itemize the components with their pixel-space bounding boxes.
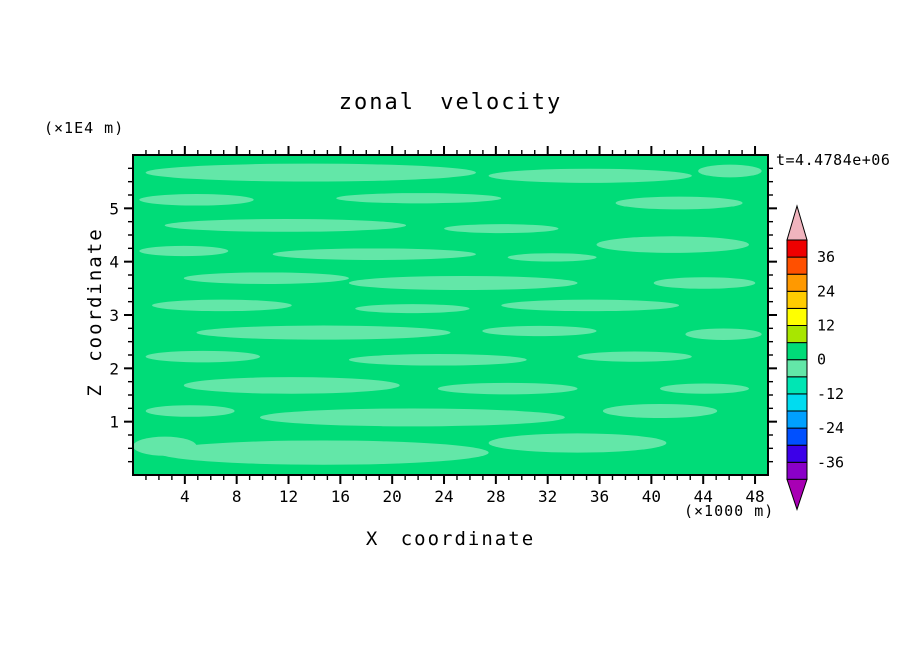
svg-text:36: 36 bbox=[590, 487, 609, 506]
svg-text:2: 2 bbox=[109, 359, 119, 378]
svg-text:24: 24 bbox=[434, 487, 453, 506]
colorbar: 36 24 12 0 -12 -24 -36 bbox=[786, 204, 844, 511]
svg-text:8: 8 bbox=[232, 487, 242, 506]
svg-text:1: 1 bbox=[109, 413, 119, 432]
y-axis-units-label: (×1E4 m) bbox=[44, 119, 125, 137]
svg-text:16: 16 bbox=[331, 487, 350, 506]
svg-text:3: 3 bbox=[109, 306, 119, 325]
svg-text:4: 4 bbox=[180, 487, 190, 506]
chart-title: zonal velocity bbox=[338, 90, 563, 115]
svg-text:40: 40 bbox=[642, 487, 661, 506]
svg-text:36: 36 bbox=[817, 248, 835, 266]
y-axis-ticks bbox=[124, 167, 777, 463]
contour-field bbox=[133, 155, 768, 475]
time-annotation: t=4.4784e+06 bbox=[776, 151, 891, 169]
svg-text:12: 12 bbox=[279, 487, 298, 506]
svg-text:-24: -24 bbox=[817, 419, 844, 437]
svg-text:0: 0 bbox=[817, 351, 826, 369]
svg-text:-12: -12 bbox=[817, 385, 844, 403]
svg-text:12: 12 bbox=[817, 317, 835, 335]
svg-text:5: 5 bbox=[109, 199, 119, 218]
svg-text:4: 4 bbox=[109, 253, 119, 272]
svg-text:48: 48 bbox=[745, 487, 764, 506]
svg-text:32: 32 bbox=[538, 487, 557, 506]
colorbar-over-arrow bbox=[786, 204, 808, 241]
x-axis-title: X coordinate bbox=[365, 528, 536, 550]
svg-text:28: 28 bbox=[486, 487, 505, 506]
x-axis-ticks bbox=[145, 146, 757, 484]
y-axis-title: Z coordinate bbox=[84, 227, 106, 397]
svg-text:24: 24 bbox=[817, 282, 835, 300]
svg-text:20: 20 bbox=[383, 487, 402, 506]
svg-text:-36: -36 bbox=[817, 453, 844, 471]
colorbar-under-arrow bbox=[786, 478, 808, 511]
x-axis-units-label: (×1000 m) bbox=[684, 502, 775, 520]
svg-text:44: 44 bbox=[694, 487, 713, 506]
